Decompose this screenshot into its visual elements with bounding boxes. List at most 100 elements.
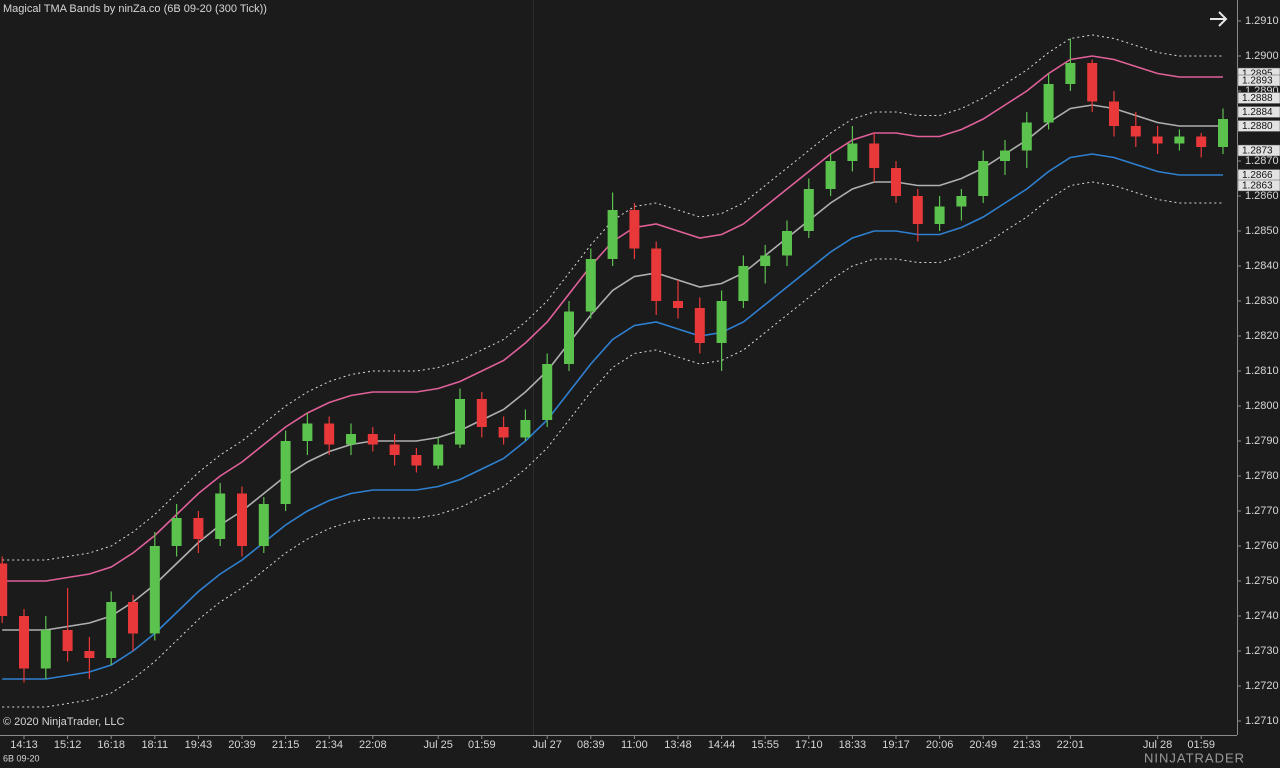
candle-body	[128, 602, 138, 634]
candle-body	[847, 143, 858, 161]
candle-body	[1196, 136, 1207, 147]
x-tick-label: 17:10	[795, 739, 823, 751]
candle-body	[694, 308, 705, 343]
candle-body	[302, 423, 313, 441]
x-tick-label: 20:49	[969, 739, 997, 751]
y-tick-label: 1.2710	[1245, 715, 1279, 727]
candle-body	[106, 602, 117, 658]
candle-body	[1218, 119, 1228, 147]
y-tick-label: 1.2840	[1245, 260, 1279, 272]
y-tick-label: 1.2870	[1245, 155, 1279, 167]
candle-body	[346, 434, 356, 445]
x-tick-label: 19:43	[185, 739, 213, 751]
x-tick-label: 18:11	[141, 739, 168, 751]
price-marker-label: 1.2888	[1242, 93, 1273, 104]
candle-body	[258, 504, 269, 546]
x-tick-label: 22:08	[359, 739, 387, 751]
candle-body	[912, 196, 923, 224]
y-tick-label: 1.2850	[1245, 225, 1279, 237]
band-line	[2, 181, 1223, 708]
candle-body	[585, 259, 596, 312]
price-marker	[1237, 92, 1280, 104]
x-tick-label: Jul 25	[424, 739, 453, 751]
logo: NINJATRADER	[1144, 750, 1245, 765]
x-tick-label: 15:55	[751, 739, 779, 751]
candle-body	[1130, 126, 1141, 137]
price-marker-label: 1.2884	[1242, 107, 1273, 118]
x-tick-label: 15:12	[54, 739, 82, 751]
x-tick-label: 11:00	[621, 739, 648, 751]
candle-body	[564, 311, 574, 364]
y-tick-label: 1.2860	[1245, 190, 1279, 202]
y-tick-label: 1.2780	[1245, 470, 1279, 482]
x-tick-label: 20:39	[228, 739, 256, 751]
candle-body	[803, 189, 814, 231]
y-tick-label: 1.2830	[1245, 295, 1279, 307]
candle-body	[215, 493, 226, 539]
y-tick-label: 1.2740	[1245, 610, 1279, 622]
price-marker-label: 1.2895	[1242, 69, 1273, 80]
band-line	[2, 34, 1223, 561]
candle-body	[1021, 122, 1032, 151]
candle-body	[280, 441, 291, 504]
x-tick-label: 01:59	[468, 739, 496, 751]
candle-body	[40, 630, 51, 669]
price-marker-label: 1.2863	[1242, 181, 1273, 192]
candle-body	[171, 518, 182, 546]
price-marker	[1237, 120, 1280, 132]
candle-body	[782, 231, 792, 256]
y-tick-label: 1.2810	[1245, 365, 1279, 377]
y-tick-label: 1.2760	[1245, 540, 1279, 552]
candle-body	[542, 364, 553, 420]
candle-body	[651, 248, 662, 301]
candle-body	[1065, 63, 1076, 84]
candle-body	[149, 546, 160, 634]
band-line	[2, 153, 1223, 680]
candle-body	[978, 161, 989, 196]
y-tick-label: 1.2790	[1245, 435, 1279, 447]
candle-body	[934, 206, 945, 224]
x-tick-label: 18:33	[839, 739, 867, 751]
candle-body	[956, 196, 967, 207]
x-tick-label: Jul 27	[533, 739, 562, 751]
candle-body	[607, 210, 618, 259]
x-tick-label: 21:15	[272, 739, 300, 751]
candle-body	[237, 493, 247, 546]
y-tick-label: 1.2750	[1245, 575, 1279, 587]
candle-body	[498, 427, 509, 438]
candle-body	[629, 210, 640, 249]
x-tick-label: 14:13	[10, 739, 38, 751]
y-tick-label: 1.2910	[1245, 15, 1279, 27]
candle-body	[869, 143, 880, 168]
x-tick-label: 13:48	[664, 739, 692, 751]
x-tick-label: 01:59	[1187, 739, 1215, 751]
price-marker-label: 1.2873	[1242, 146, 1273, 157]
instrument-label: 6B 09-20	[3, 753, 40, 763]
x-tick-label: 08:39	[577, 739, 605, 751]
candle-body	[411, 455, 422, 466]
candle-body	[193, 518, 204, 539]
x-tick-label: 16:18	[97, 739, 125, 751]
candle-body	[62, 630, 73, 651]
candle-body	[1000, 150, 1010, 161]
candle-body	[673, 301, 683, 308]
price-marker	[1237, 106, 1280, 118]
x-tick-label: 21:34	[315, 739, 343, 751]
candle-body	[0, 563, 8, 616]
candle-body	[891, 168, 901, 196]
x-tick-label: 20:06	[926, 739, 954, 751]
candle-body	[84, 651, 95, 658]
y-tick-label: 1.2720	[1245, 680, 1279, 692]
candle-body	[1043, 84, 1054, 123]
candle-body	[19, 616, 29, 669]
arrow-icon[interactable]	[1210, 11, 1228, 27]
x-tick-label: 14:44	[708, 739, 736, 751]
candle-body	[324, 423, 335, 445]
y-tick-label: 1.2730	[1245, 645, 1279, 657]
candle-body	[455, 399, 465, 445]
candle-body	[476, 399, 487, 427]
x-tick-label: 22:01	[1057, 739, 1085, 751]
x-tick-label: 21:33	[1013, 739, 1041, 751]
